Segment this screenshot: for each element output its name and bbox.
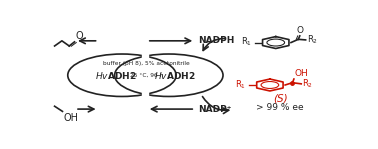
Text: buffer (pH 8), 5% acetonitrile: buffer (pH 8), 5% acetonitrile xyxy=(104,61,190,66)
Text: O: O xyxy=(75,31,83,41)
Text: NADPH: NADPH xyxy=(198,36,234,45)
Text: > 99 % ee: > 99 % ee xyxy=(256,103,304,112)
Text: R$_1$: R$_1$ xyxy=(241,36,252,48)
Text: OH: OH xyxy=(294,69,308,78)
Text: (S): (S) xyxy=(273,93,287,103)
Text: O: O xyxy=(296,26,303,35)
Text: $\mathit{Hv}$$\bf{ADH2}$: $\mathit{Hv}$$\bf{ADH2}$ xyxy=(95,70,137,81)
Text: OH: OH xyxy=(63,112,78,122)
Text: R$_2$: R$_2$ xyxy=(302,78,313,90)
Text: $\mathit{Hv}$$\bf{ADH2}$: $\mathit{Hv}$$\bf{ADH2}$ xyxy=(154,70,195,81)
Text: NADP⁺: NADP⁺ xyxy=(198,105,231,114)
Text: 25 °C, 96 h: 25 °C, 96 h xyxy=(130,73,163,78)
Text: R$_1$: R$_1$ xyxy=(235,78,246,91)
Text: R$_2$: R$_2$ xyxy=(307,34,318,46)
